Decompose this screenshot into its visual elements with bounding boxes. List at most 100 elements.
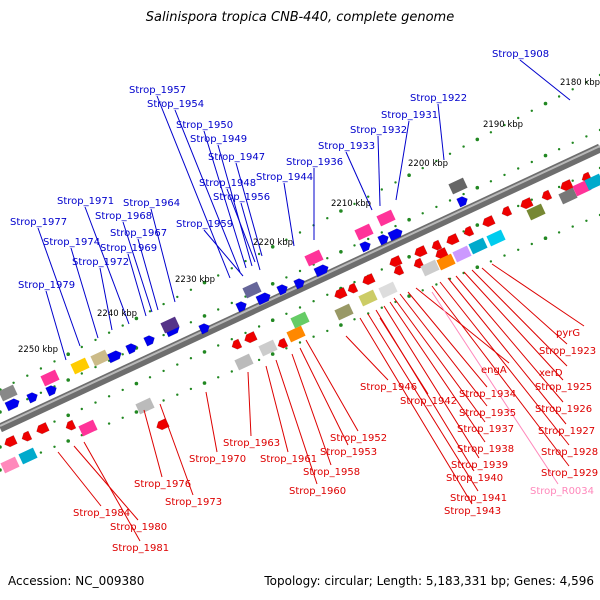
tick-dot: [12, 381, 15, 384]
tick-dot: [394, 181, 397, 184]
gene-arrow: [520, 197, 534, 210]
tick-dot: [435, 283, 438, 286]
tick-dot: [571, 88, 574, 91]
tick-dot: [39, 367, 43, 370]
forward-gene-arrow: [125, 343, 137, 355]
cog-box: [304, 249, 324, 267]
gene-label: Strop_1961: [260, 454, 317, 465]
forward-gene-arrow: [377, 234, 389, 246]
kbp-label: 2250 kbp: [18, 345, 58, 355]
gene-label: Strop_1956: [213, 192, 270, 203]
tick-dot: [517, 116, 520, 120]
forward-gene-arrow: [387, 228, 403, 242]
tick-dot: [107, 331, 111, 334]
tick-dot: [270, 282, 275, 286]
cog-box: [242, 281, 262, 299]
label-connector: [159, 403, 194, 496]
label-connector: [345, 151, 373, 211]
tick-dot: [462, 192, 465, 196]
gene-label: Strop_1971: [57, 196, 114, 207]
reverse-gene-arrow: [231, 338, 243, 350]
label-connector: [203, 130, 247, 269]
gene-label: Strop_1922: [410, 93, 467, 104]
gene-arrow: [106, 350, 122, 364]
forward-gene-arrow: [293, 278, 305, 290]
cog-box: [135, 397, 155, 415]
reverse-gene-arrow: [334, 287, 348, 300]
cog-box: [420, 259, 440, 277]
tick-dot: [298, 231, 302, 234]
label-connector: [455, 275, 564, 403]
tick-dot: [217, 344, 220, 347]
gene-label: Strop_1950: [176, 120, 233, 131]
gene-label: pyrG: [556, 328, 580, 339]
tick-dot: [230, 301, 233, 305]
tick-dot: [162, 369, 165, 373]
gene-arrow: [125, 343, 137, 355]
gene-arrow: [244, 331, 258, 344]
tick-dot: [367, 312, 370, 315]
forward-gene-arrow: [143, 335, 155, 347]
tick-dot: [394, 224, 397, 228]
tick-dot: [270, 245, 275, 249]
gene-label: Strop_1947: [208, 152, 265, 163]
label-connector: [84, 206, 130, 325]
gene-label: Strop_1943: [444, 506, 501, 517]
label-connector: [491, 263, 585, 327]
cog-box: [334, 303, 354, 321]
tick-dot: [517, 167, 520, 170]
tick-dot: [380, 306, 383, 309]
tick-dot: [380, 188, 383, 191]
forward-gene-arrow: [26, 392, 38, 404]
cog-box: [0, 456, 20, 474]
cog-box: [358, 289, 378, 307]
tick-dot: [312, 335, 315, 338]
tick-dot: [339, 323, 343, 327]
tick-dot: [462, 230, 465, 233]
label-connector: [383, 305, 480, 459]
tick-dot: [202, 314, 207, 318]
gene-label: Strop_1936: [286, 157, 343, 168]
label-connector: [247, 371, 252, 437]
reverse-gene-arrow: [431, 239, 443, 251]
gene-arrow: [4, 398, 20, 412]
cog-box: [78, 419, 98, 437]
gene-label: xerD: [539, 368, 563, 379]
reverse-gene-arrow: [277, 337, 289, 349]
label-connector: [431, 285, 570, 467]
tick-dot: [517, 248, 520, 251]
cog-box: [78, 419, 98, 437]
gene-arrow: [541, 189, 553, 201]
label-connector: [99, 267, 113, 331]
gene-arrow: [414, 245, 428, 258]
tick-dot: [326, 293, 329, 296]
gene-arrow: [463, 225, 475, 237]
gene-arrow: [413, 257, 425, 269]
gene-label: Strop_1981: [112, 543, 169, 554]
tick-dot: [312, 300, 315, 303]
label-connector: [127, 253, 147, 317]
forward-gene-arrow: [45, 385, 57, 397]
cog-box: [452, 245, 472, 263]
gene-label: Strop_1974: [43, 237, 100, 248]
cog-box: [160, 316, 180, 334]
gene-label: Strop_1976: [134, 479, 191, 490]
gene-arrow: [560, 179, 574, 192]
tick-dot: [217, 376, 220, 379]
tick-dot: [134, 381, 139, 386]
tick-dot: [134, 316, 139, 321]
gene-arrow: [387, 228, 403, 242]
gene-arrow: [21, 430, 33, 442]
tick-dot: [585, 219, 588, 222]
gene-arrow: [255, 292, 271, 306]
tick-dot: [530, 160, 533, 164]
cog-box: [448, 177, 468, 195]
label-connector: [137, 238, 159, 311]
tick-dot: [557, 148, 561, 151]
label-connector: [37, 227, 81, 347]
tick-dot: [421, 166, 424, 170]
tick-dot: [217, 308, 220, 311]
tick-dot: [26, 374, 29, 377]
tick-dot: [543, 153, 548, 158]
